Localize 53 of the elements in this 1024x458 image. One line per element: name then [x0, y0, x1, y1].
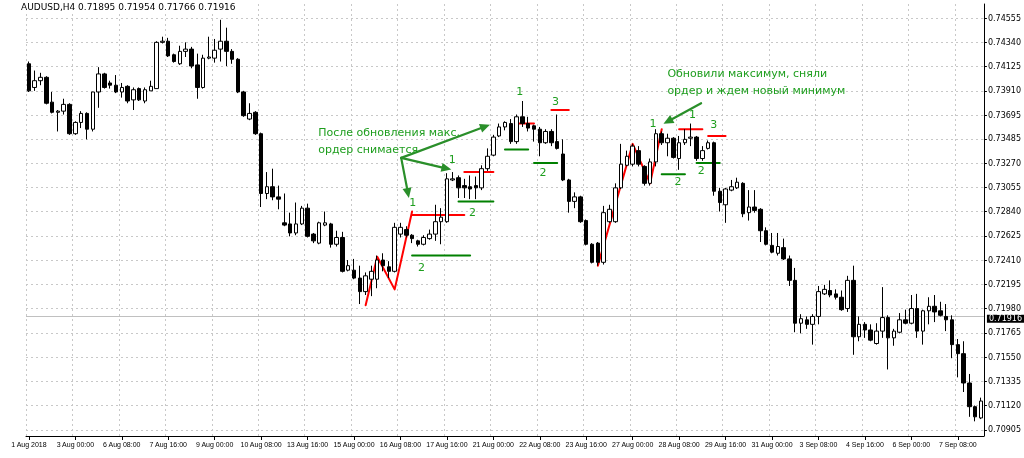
candlestick [532, 124, 536, 143]
candlestick [712, 141, 716, 197]
candlestick [590, 242, 594, 264]
candlestick [114, 74, 118, 94]
y-tick-label: 0.72840 [987, 207, 1022, 217]
y-tick-label: 0.71550 [987, 352, 1022, 362]
annotation: 1 [516, 84, 524, 98]
candlestick [741, 181, 745, 218]
annotation: 3 [710, 117, 718, 131]
candlestick [381, 252, 385, 272]
candlestick [561, 138, 565, 182]
y-tick-label: 0.71980 [987, 304, 1022, 314]
candlestick [706, 139, 710, 150]
candlestick [944, 303, 948, 332]
annotation: 2 [674, 175, 682, 189]
y-tick-label: 0.73485 [987, 134, 1022, 144]
chart-title: AUDUSD,H4 0.71895 0.71954 0.71766 0.71916 [21, 1, 236, 12]
y-tick-label: 0.73910 [987, 86, 1022, 96]
candlestick [683, 128, 687, 146]
y-tick-label: 0.72410 [987, 255, 1022, 265]
candlestick [172, 53, 176, 64]
candlestick [503, 120, 507, 131]
y-tick-label: 0.71765 [987, 328, 1022, 338]
y-tick-label: 0.71335 [987, 376, 1022, 386]
y-tick-label: 0.73270 [987, 158, 1022, 168]
y-tick-label: 0.74340 [987, 37, 1022, 47]
annotation: Обновили максимум, сняли ордер и ждем новый минимум [667, 66, 846, 100]
annotation: 2 [469, 205, 477, 219]
candlestick [799, 313, 803, 334]
y-tick-label: 0.73055 [987, 182, 1022, 192]
annotation: 1 [409, 195, 417, 209]
annotation: 2 [417, 261, 425, 275]
ref-line-label: 0.71916 [988, 314, 1023, 324]
y-tick-label: 0.74555 [987, 13, 1022, 23]
y-tick-label: 0.73695 [987, 110, 1022, 120]
candlestick [294, 202, 298, 236]
y-tick-label: 0.71120 [987, 401, 1022, 411]
candlestick [352, 258, 356, 280]
candlestick [143, 86, 147, 104]
annotation: 2 [539, 166, 547, 180]
annotation: 3 [551, 95, 559, 109]
y-tick-label: 0.70905 [987, 425, 1022, 435]
annotation: 2 [697, 163, 705, 177]
candlestick [323, 211, 327, 227]
y-tick-label: 0.72195 [987, 279, 1022, 289]
candlestick [950, 314, 954, 359]
annotation: 1 [688, 107, 696, 121]
y-tick-label: 0.72625 [987, 231, 1022, 241]
candlestick [85, 111, 89, 140]
candlestick [770, 232, 774, 254]
y-tick-label: 0.74125 [987, 62, 1022, 72]
annotation: 1 [649, 116, 657, 130]
candlestick [921, 309, 925, 346]
